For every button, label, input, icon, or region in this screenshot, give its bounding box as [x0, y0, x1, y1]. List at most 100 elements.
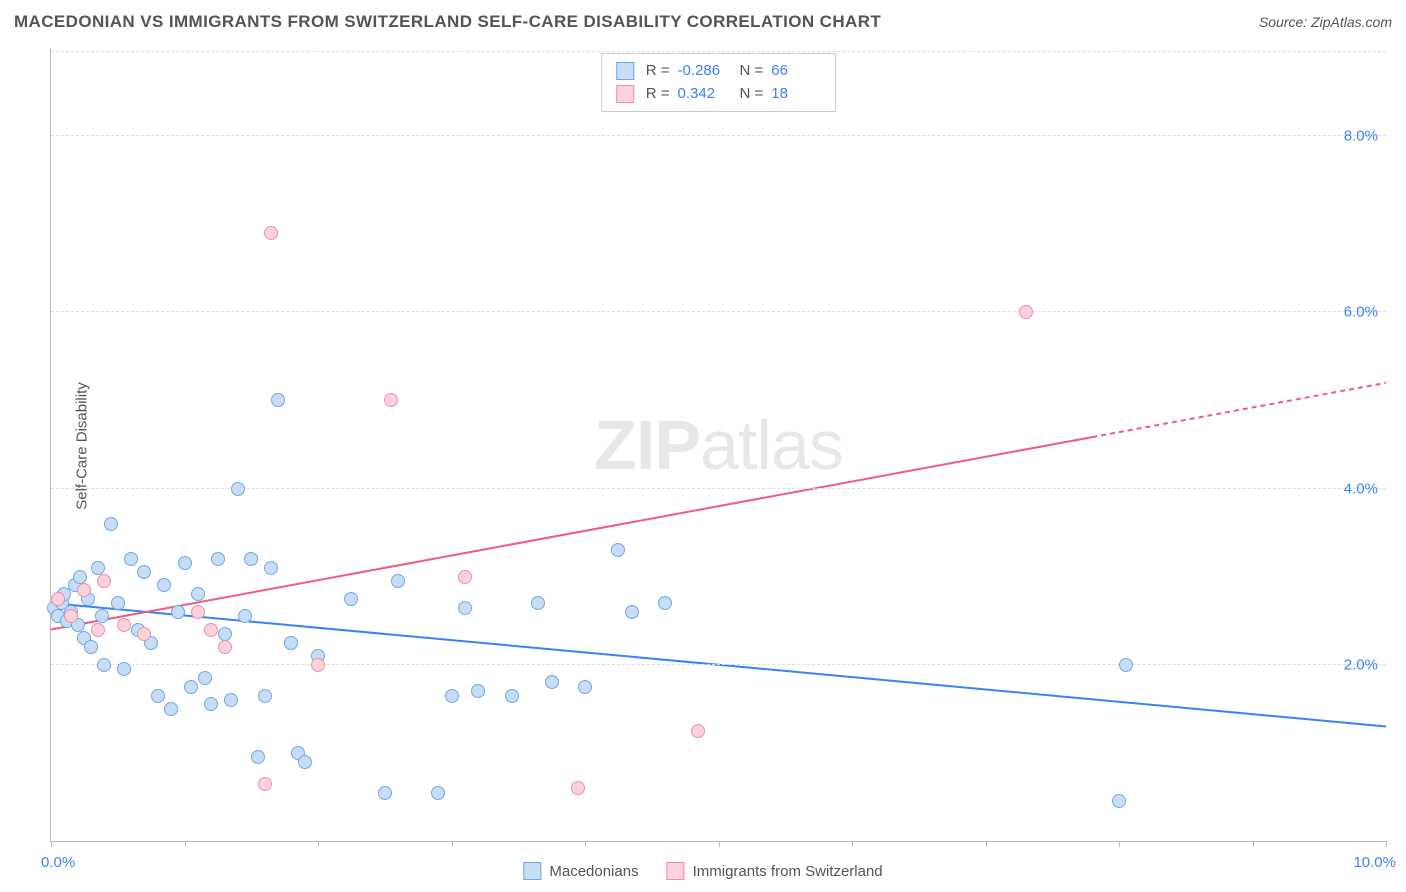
scatter-point [691, 724, 705, 738]
chart-header: MACEDONIAN VS IMMIGRANTS FROM SWITZERLAN… [0, 0, 1406, 44]
scatter-point [244, 552, 258, 566]
scatter-point [258, 777, 272, 791]
scatter-point [191, 605, 205, 619]
gridline [51, 488, 1386, 489]
n-label: N = [740, 60, 764, 83]
x-tick [185, 841, 186, 847]
n-value: 66 [771, 60, 821, 83]
y-tick-label: 8.0% [1344, 128, 1378, 145]
legend-swatch [616, 85, 634, 103]
stats-legend: R = -0.286 N = 66R = 0.342 N = 18 [601, 53, 837, 112]
scatter-point [264, 561, 278, 575]
legend-item: Macedonians [523, 862, 638, 880]
scatter-point [571, 781, 585, 795]
scatter-point [124, 552, 138, 566]
legend-item: Immigrants from Switzerland [667, 862, 883, 880]
gridline [51, 311, 1386, 312]
scatter-point [73, 570, 87, 584]
scatter-point [658, 596, 672, 610]
scatter-point [211, 552, 225, 566]
scatter-point [284, 636, 298, 650]
scatter-point [505, 689, 519, 703]
scatter-point [97, 658, 111, 672]
legend-label: Immigrants from Switzerland [693, 863, 883, 880]
scatter-point [137, 627, 151, 641]
scatter-point [1019, 305, 1033, 319]
scatter-point [298, 755, 312, 769]
gridline [51, 664, 1386, 665]
gridline [51, 51, 1386, 52]
scatter-point [157, 578, 171, 592]
scatter-point [64, 609, 78, 623]
x-tick [452, 841, 453, 847]
gridline [51, 135, 1386, 136]
x-tick [585, 841, 586, 847]
scatter-point [95, 609, 109, 623]
r-value: 0.342 [678, 83, 728, 106]
x-tick [1386, 841, 1387, 847]
scatter-point [51, 592, 65, 606]
scatter-point [117, 662, 131, 676]
scatter-point [191, 587, 205, 601]
x-tick [1253, 841, 1254, 847]
scatter-point [471, 684, 485, 698]
x-tick [719, 841, 720, 847]
chart-title: MACEDONIAN VS IMMIGRANTS FROM SWITZERLAN… [14, 12, 881, 32]
r-value: -0.286 [678, 60, 728, 83]
scatter-point [264, 226, 278, 240]
scatter-point [178, 556, 192, 570]
scatter-point [611, 543, 625, 557]
scatter-point [171, 605, 185, 619]
scatter-point [104, 517, 118, 531]
y-tick-label: 2.0% [1344, 656, 1378, 673]
scatter-point [458, 601, 472, 615]
scatter-point [77, 583, 91, 597]
y-tick-label: 6.0% [1344, 304, 1378, 321]
scatter-point [218, 640, 232, 654]
n-label: N = [740, 83, 764, 106]
scatter-point [238, 609, 252, 623]
legend-label: Macedonians [549, 863, 638, 880]
scatter-point [578, 680, 592, 694]
scatter-point [378, 786, 392, 800]
legend-swatch [523, 862, 541, 880]
x-axis-label-min: 0.0% [41, 854, 75, 871]
scatter-point [391, 574, 405, 588]
source-attribution: Source: ZipAtlas.com [1259, 14, 1392, 30]
x-tick [986, 841, 987, 847]
scatter-point [1112, 794, 1126, 808]
legend-swatch [616, 62, 634, 80]
scatter-point [271, 393, 285, 407]
trend-lines [51, 48, 1386, 841]
x-axis-label-max: 10.0% [1353, 854, 1396, 871]
x-tick [51, 841, 52, 847]
scatter-point [344, 592, 358, 606]
x-tick [852, 841, 853, 847]
stats-row: R = 0.342 N = 18 [616, 83, 822, 106]
scatter-point [117, 618, 131, 632]
scatter-point [198, 671, 212, 685]
x-tick [318, 841, 319, 847]
scatter-point [151, 689, 165, 703]
scatter-point [97, 574, 111, 588]
scatter-point [218, 627, 232, 641]
scatter-point [224, 693, 238, 707]
r-label: R = [646, 83, 670, 106]
scatter-point [384, 393, 398, 407]
stats-row: R =-0.286N =66 [616, 60, 822, 83]
scatter-point [164, 702, 178, 716]
scatter-point [258, 689, 272, 703]
source-label: Source: [1259, 14, 1311, 30]
n-value: 18 [771, 83, 821, 106]
trend-line-solid [51, 437, 1092, 629]
scatter-point [204, 697, 218, 711]
scatter-point [445, 689, 459, 703]
legend-swatch [667, 862, 685, 880]
scatter-point [231, 482, 245, 496]
trend-line-dashed [1092, 383, 1386, 437]
scatter-point [91, 561, 105, 575]
scatter-point [184, 680, 198, 694]
scatter-point [1119, 658, 1133, 672]
source-name: ZipAtlas.com [1311, 14, 1392, 30]
scatter-point [431, 786, 445, 800]
